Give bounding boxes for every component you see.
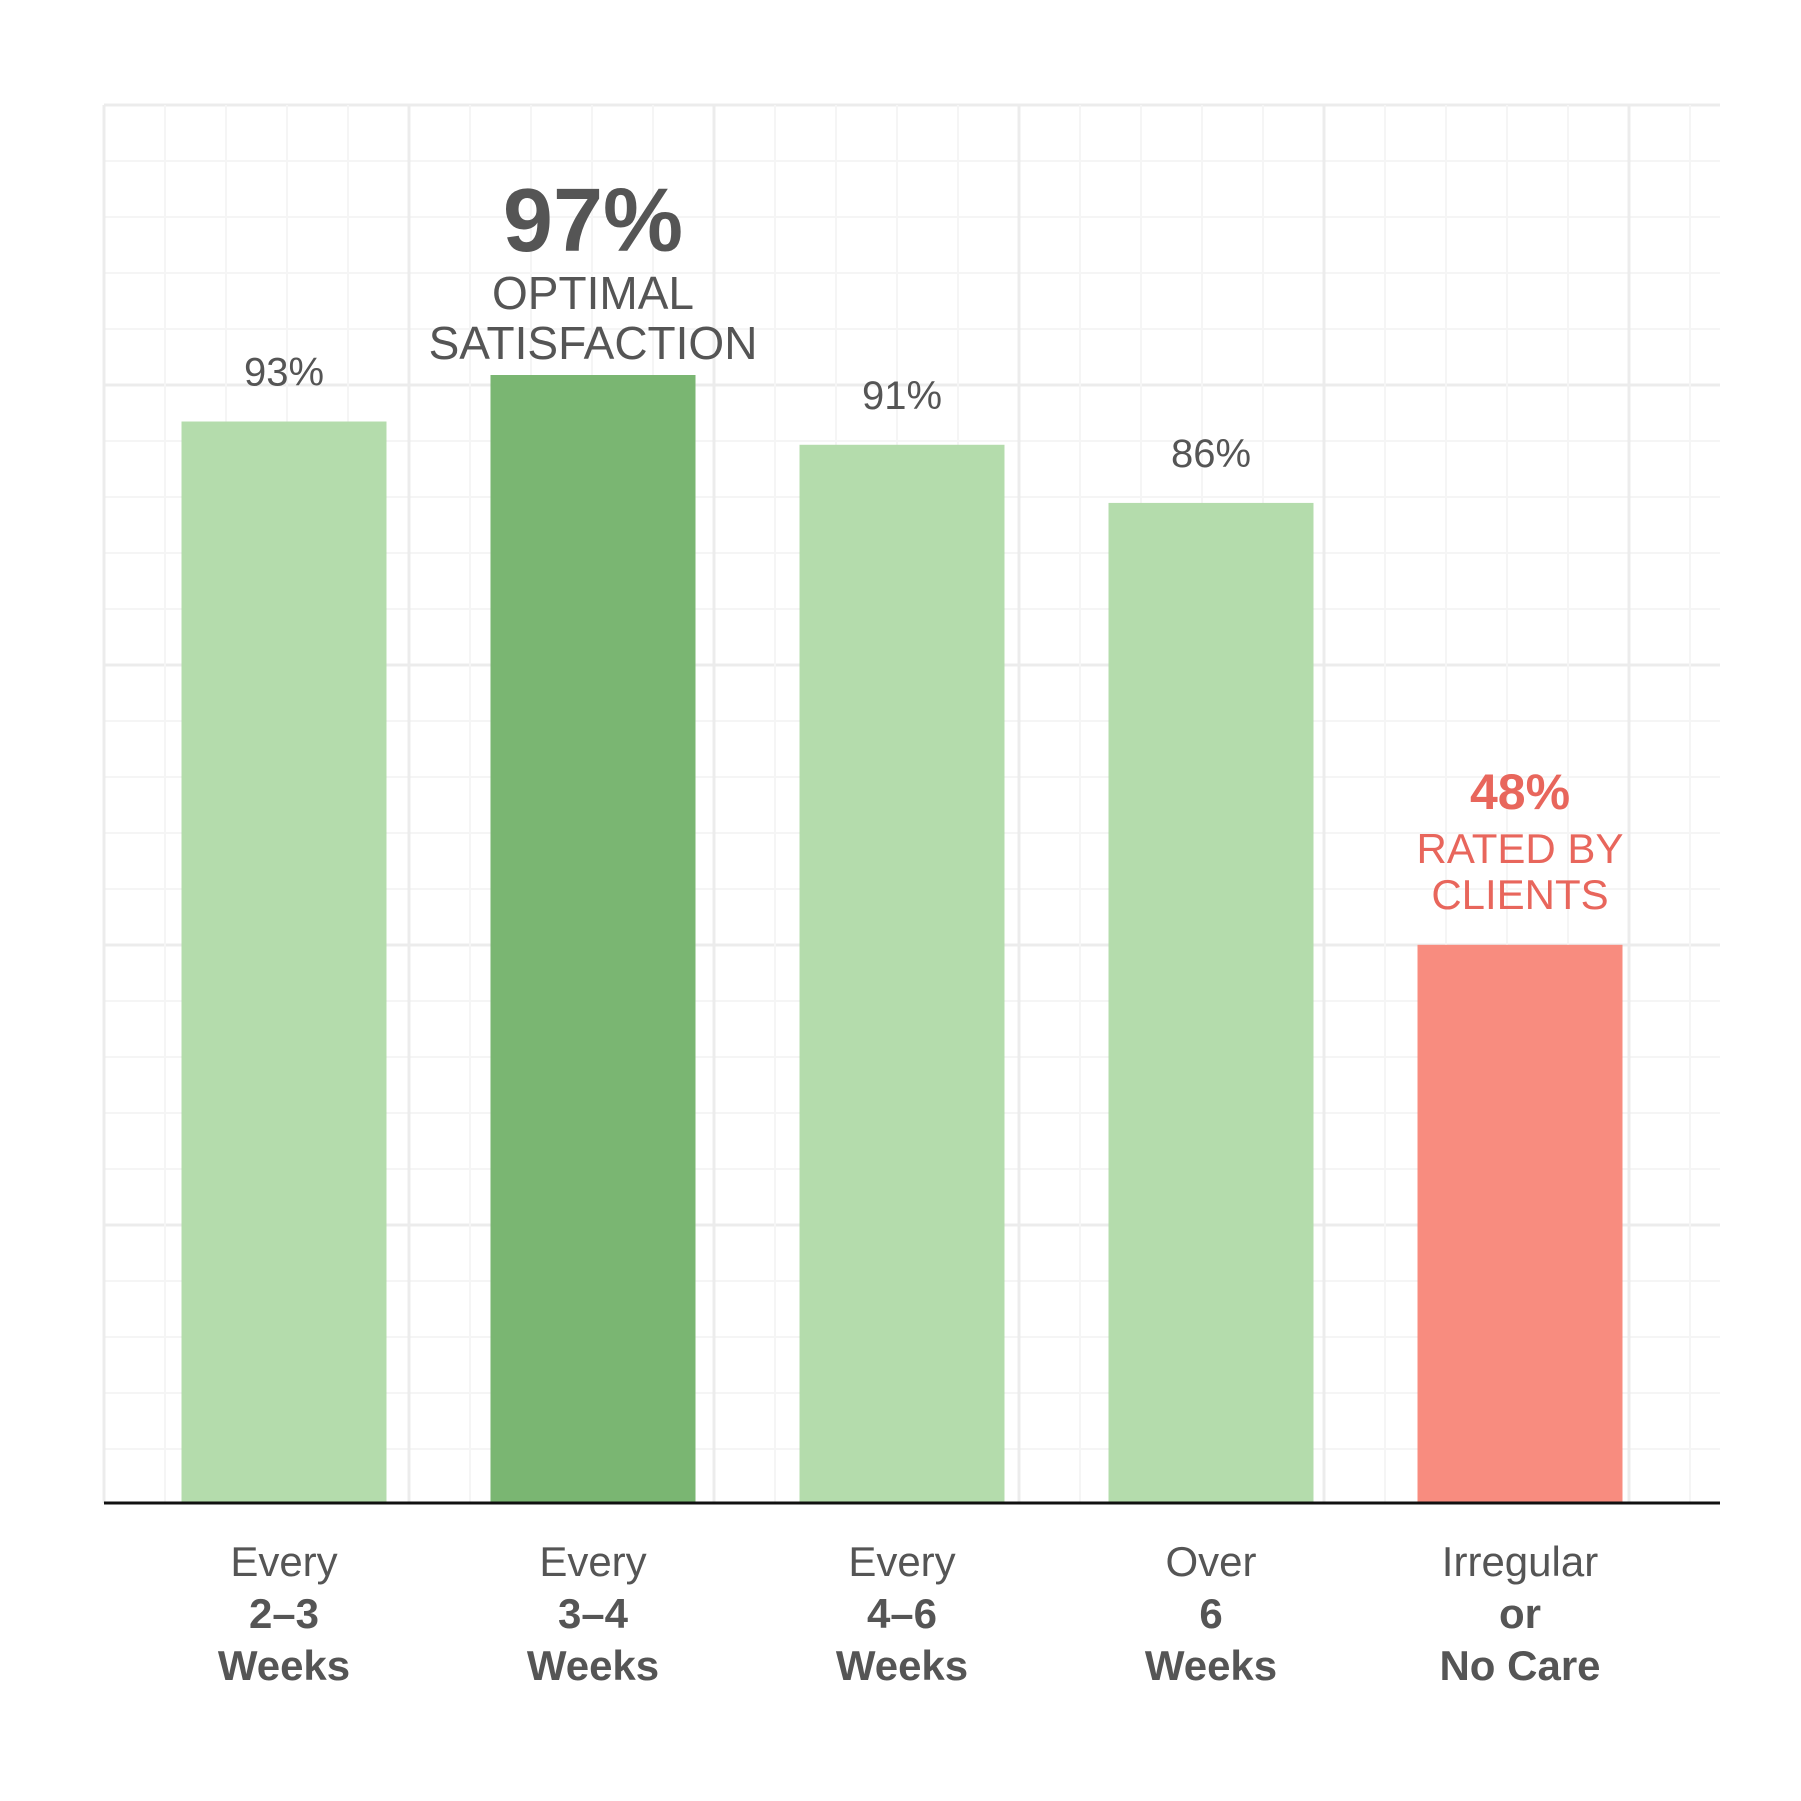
x-tick-label: or [1499,1590,1541,1637]
x-tick-label: No Care [1439,1642,1600,1689]
x-tick-label: Irregular [1442,1538,1598,1585]
data-label-note: CLIENTS [1431,871,1608,918]
x-tick-label: Every [230,1538,337,1585]
data-label-value: 93% [244,351,324,395]
x-tick-label: Weeks [218,1642,350,1689]
x-axis-tick-labels: Every 2–3 Weeks Every 3–4 Weeks Every 4–6 Weeks O… [218,1538,1601,1689]
data-label-value: 48% [1470,764,1570,820]
x-tick-label: 4–6 [867,1590,937,1637]
data-label-value: 91% [862,374,942,418]
x-tick-label: Every [539,1538,646,1585]
bar [490,375,696,1503]
x-tick-label: Weeks [836,1642,968,1689]
bar [799,444,1005,1503]
x-tick-label: Weeks [527,1642,659,1689]
x-tick-label: Over [1165,1538,1256,1585]
data-label-value: 86% [1171,432,1251,476]
data-label-note: RATED BY [1417,825,1624,872]
x-tick-label: 6 [1199,1590,1222,1637]
data-label-note: OPTIMAL [492,267,694,319]
x-tick-label: 3–4 [558,1590,629,1637]
bar [181,421,387,1503]
x-tick-label: Every [848,1538,955,1585]
chart-bars [181,375,1623,1504]
bar [1417,944,1623,1503]
data-label-note: SATISFACTION [429,317,758,369]
data-label-value: 97% [503,171,683,271]
bar [1108,502,1314,1504]
x-tick-label: Weeks [1145,1642,1277,1689]
x-tick-label: 2–3 [249,1590,319,1637]
